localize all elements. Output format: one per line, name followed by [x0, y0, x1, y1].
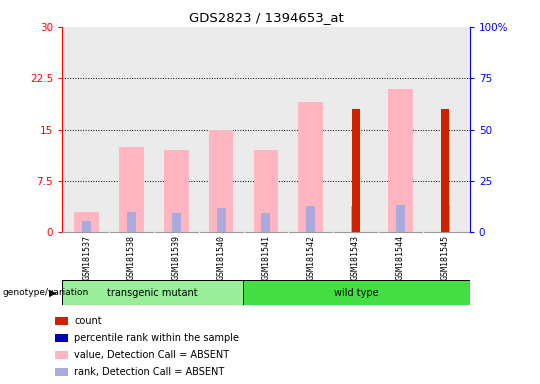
Bar: [388, 89, 413, 232]
Bar: [352, 109, 360, 232]
Bar: [441, 109, 449, 232]
Text: GSM181542: GSM181542: [306, 235, 315, 280]
Bar: [172, 213, 181, 232]
Text: wild type: wild type: [334, 288, 379, 298]
Bar: [351, 205, 360, 232]
Title: GDS2823 / 1394653_at: GDS2823 / 1394653_at: [188, 11, 343, 24]
Text: GSM181538: GSM181538: [127, 235, 136, 280]
Bar: [56, 368, 68, 376]
Bar: [119, 147, 144, 232]
Bar: [127, 212, 136, 232]
Bar: [217, 208, 226, 232]
Text: transgenic mutant: transgenic mutant: [107, 288, 198, 298]
Bar: [62, 280, 244, 305]
Text: GSM181543: GSM181543: [351, 235, 360, 280]
Bar: [56, 351, 68, 359]
Text: GSM181537: GSM181537: [82, 235, 91, 280]
Text: ▶: ▶: [49, 288, 57, 298]
Bar: [209, 130, 233, 232]
Bar: [164, 150, 188, 232]
Bar: [396, 205, 405, 232]
Text: GSM181541: GSM181541: [261, 235, 271, 280]
Text: count: count: [75, 316, 102, 326]
Bar: [56, 317, 68, 325]
Text: percentile rank within the sample: percentile rank within the sample: [75, 333, 239, 343]
Text: GSM181545: GSM181545: [441, 235, 450, 280]
Bar: [441, 205, 450, 232]
Text: genotype/variation: genotype/variation: [3, 288, 89, 297]
Text: GSM181539: GSM181539: [172, 235, 181, 280]
Bar: [261, 213, 271, 232]
Text: value, Detection Call = ABSENT: value, Detection Call = ABSENT: [75, 350, 230, 360]
Text: rank, Detection Call = ABSENT: rank, Detection Call = ABSENT: [75, 367, 225, 377]
Text: GSM181544: GSM181544: [396, 235, 405, 280]
Bar: [56, 334, 68, 342]
Bar: [306, 205, 315, 232]
Bar: [254, 150, 278, 232]
Bar: [299, 102, 323, 232]
Bar: [75, 212, 99, 232]
Bar: [244, 280, 470, 305]
Bar: [82, 221, 91, 232]
Text: GSM181540: GSM181540: [217, 235, 226, 280]
